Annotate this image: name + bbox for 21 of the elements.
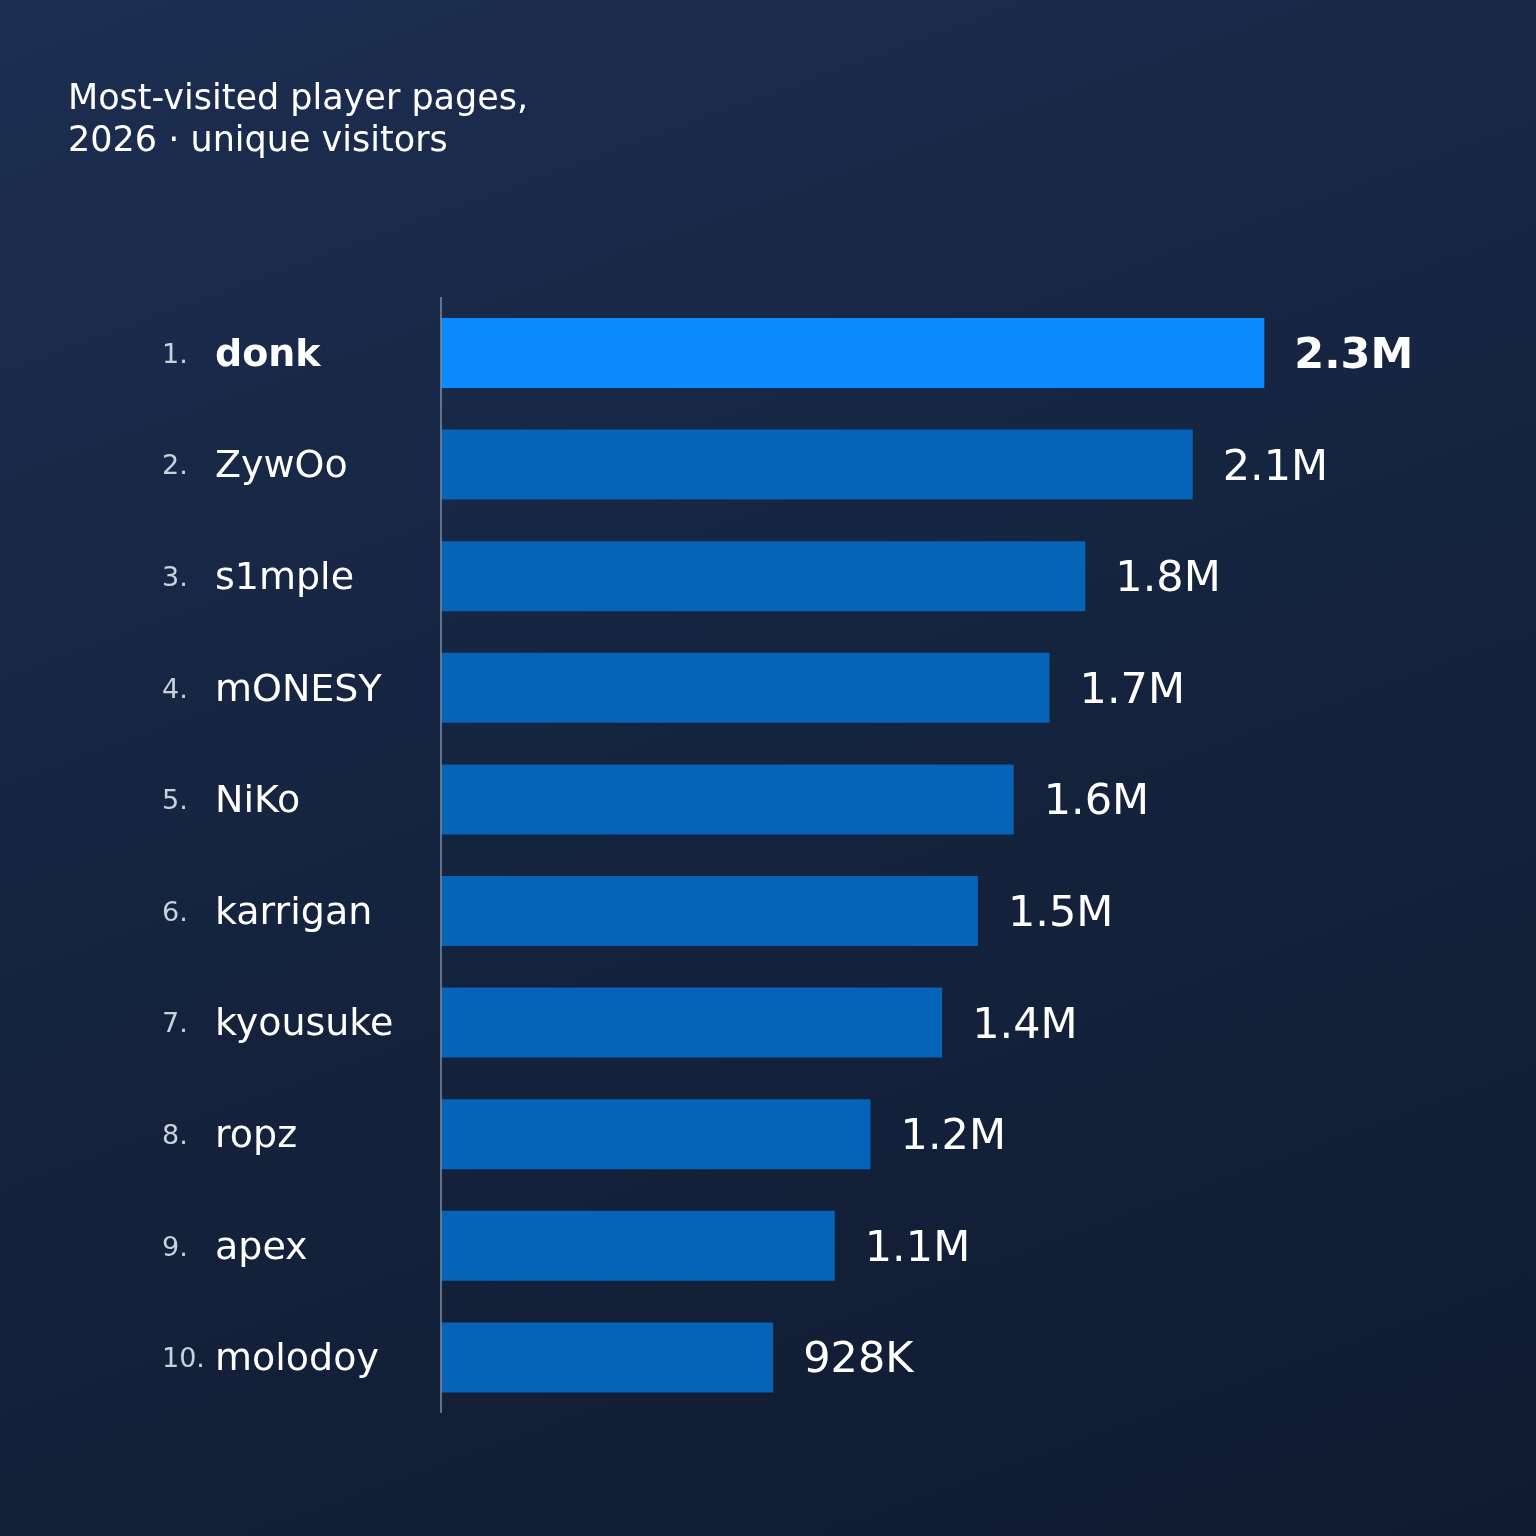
data-label: 1.5M [1007,886,1114,936]
data-label: 1.1M [864,1220,971,1271]
data-label: 928K [803,1332,916,1383]
y-tick-label: 9. apex [162,1223,308,1268]
y-tick-label: 6. karrigan [162,888,373,933]
data-label: 1.4M [972,997,1078,1048]
data-label: 2.1M [1222,439,1329,490]
data-label: 1.2M [900,1109,1007,1160]
data-label: 1.7M [1079,662,1186,713]
y-tick-label: 1. donk [162,330,322,375]
chart-title: Most-visited player pages, 2026 · unique visitors [68,76,530,160]
y-tick-label: 3. s1mple [162,554,355,598]
data-label: 1.6M [1043,774,1150,825]
y-tick-label: 10. molodoy [162,1335,379,1380]
y-tick-label: 4. mONESY [162,665,383,710]
y-tick-label: 2. ZywOo [162,442,348,487]
y-tick-label: 5. NiKo [162,777,301,822]
data-label: 1.8M [1115,551,1221,602]
y-tick-label: 7. kyousuke [162,1000,394,1045]
data-label: 2.3M [1294,328,1414,378]
y-tick-label: 8. ropz [162,1112,298,1156]
